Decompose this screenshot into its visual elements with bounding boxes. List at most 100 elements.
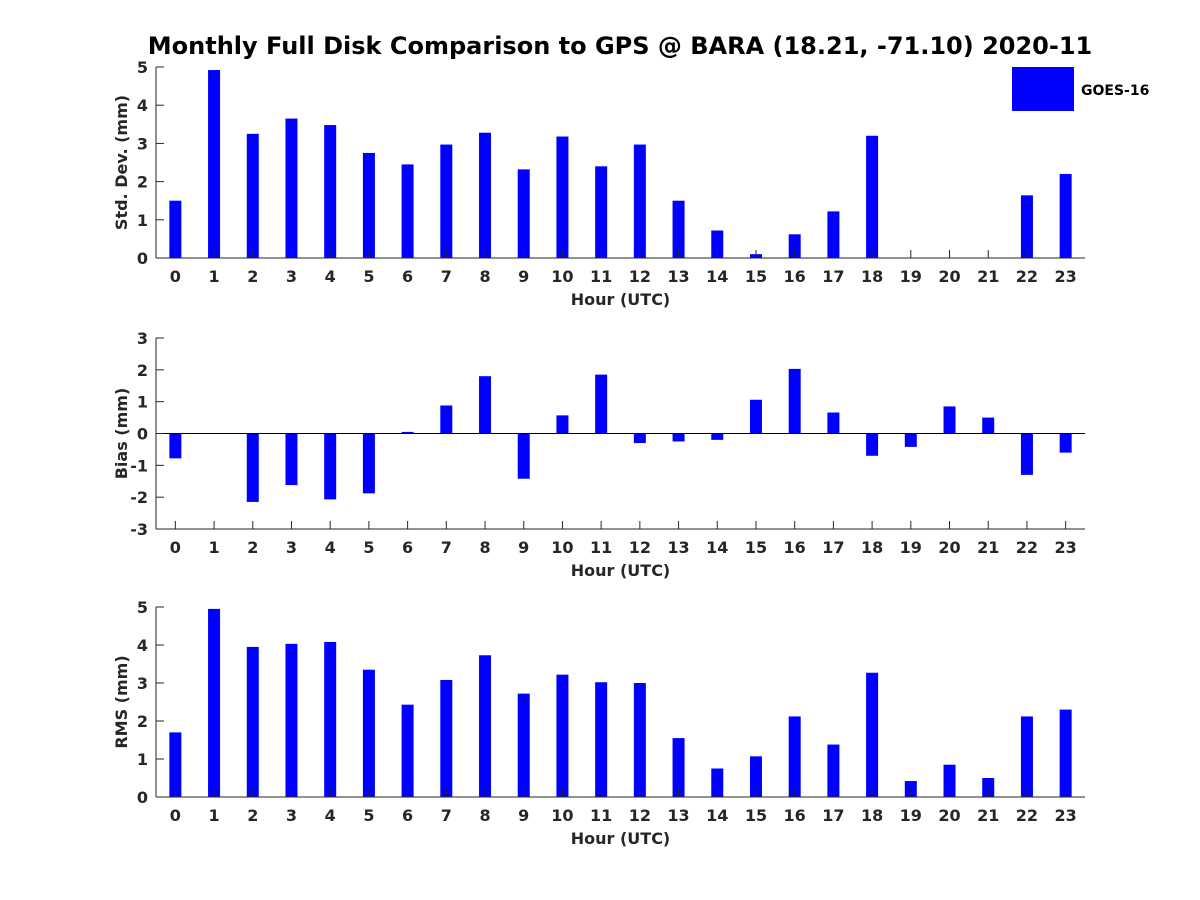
x-tick-label: 7 <box>441 806 452 825</box>
y-tick-label: -2 <box>130 488 148 507</box>
bar-13 <box>672 200 685 258</box>
bar-4 <box>324 125 337 258</box>
y-tick-label: 3 <box>137 674 148 693</box>
x-tick-label: 12 <box>629 806 651 825</box>
x-tick-label: 14 <box>706 267 728 286</box>
x-axis-label: Hour (UTC) <box>571 561 671 580</box>
bar-6 <box>401 431 414 434</box>
bar-0 <box>169 433 182 459</box>
bar-5 <box>362 669 375 797</box>
x-tick-label: 9 <box>518 806 529 825</box>
x-tick-label: 4 <box>325 538 336 557</box>
bar-4 <box>324 433 337 500</box>
bar-4 <box>324 641 337 797</box>
bar-13 <box>672 433 685 442</box>
bar-5 <box>362 433 375 494</box>
bar-10 <box>556 136 569 258</box>
bar-10 <box>556 674 569 797</box>
x-tick-label: 5 <box>363 267 374 286</box>
x-tick-label: 5 <box>363 538 374 557</box>
x-tick-label: 12 <box>629 267 651 286</box>
y-axis-label: RMS (mm) <box>112 655 131 748</box>
bar-17 <box>827 744 840 797</box>
x-tick-label: 8 <box>479 538 490 557</box>
bar-20 <box>943 764 956 797</box>
y-tick-label: -3 <box>130 520 148 539</box>
y-tick-label: 1 <box>137 750 148 769</box>
bar-14 <box>711 433 724 440</box>
x-tick-label: 19 <box>900 806 922 825</box>
x-tick-label: 10 <box>551 538 573 557</box>
y-tick-label: 1 <box>137 211 148 230</box>
x-tick-label: 9 <box>518 267 529 286</box>
x-tick-label: 21 <box>977 538 999 557</box>
bar-23 <box>1059 709 1072 797</box>
x-tick-label: 7 <box>441 538 452 557</box>
bar-9 <box>517 693 530 797</box>
bar-3 <box>285 118 298 258</box>
x-tick-label: 1 <box>208 267 219 286</box>
y-tick-label: 0 <box>137 788 148 807</box>
bar-17 <box>827 412 840 434</box>
x-tick-label: 20 <box>938 538 960 557</box>
x-tick-label: 6 <box>402 267 413 286</box>
bar-8 <box>479 655 492 797</box>
y-tick-label: 1 <box>137 393 148 412</box>
bar-6 <box>401 704 414 797</box>
bar-1 <box>208 70 221 258</box>
x-tick-label: 0 <box>170 806 181 825</box>
bar-21 <box>982 417 995 434</box>
x-tick-label: 16 <box>784 806 806 825</box>
bar-22 <box>1020 433 1033 475</box>
bar-17 <box>827 211 840 258</box>
bar-22 <box>1020 195 1033 258</box>
x-tick-label: 20 <box>938 806 960 825</box>
bar-3 <box>285 643 298 797</box>
x-tick-label: 17 <box>822 267 844 286</box>
bar-7 <box>440 405 453 434</box>
x-tick-label: 2 <box>247 538 258 557</box>
x-tick-label: 3 <box>286 806 297 825</box>
x-axis-label: Hour (UTC) <box>571 290 671 309</box>
x-tick-label: 2 <box>247 806 258 825</box>
bar-2 <box>246 433 259 502</box>
x-tick-label: 16 <box>784 267 806 286</box>
x-tick-label: 1 <box>208 806 219 825</box>
x-tick-label: 6 <box>402 806 413 825</box>
x-tick-label: 13 <box>667 806 689 825</box>
y-tick-label: 5 <box>137 598 148 617</box>
y-tick-label: 2 <box>137 173 148 192</box>
bar-15 <box>749 399 762 434</box>
x-tick-label: 18 <box>861 267 883 286</box>
y-tick-label: 2 <box>137 361 148 380</box>
legend-label: GOES-16 <box>1081 83 1149 99</box>
y-tick-label: 5 <box>137 58 148 77</box>
bar-9 <box>517 169 530 258</box>
bar-11 <box>595 374 608 434</box>
x-tick-label: 22 <box>1016 267 1038 286</box>
bar-0 <box>169 200 182 258</box>
bar-21 <box>982 778 995 797</box>
x-tick-label: 9 <box>518 538 529 557</box>
x-tick-label: 13 <box>667 267 689 286</box>
bar-12 <box>633 144 646 258</box>
x-tick-label: 13 <box>667 538 689 557</box>
x-tick-label: 19 <box>900 538 922 557</box>
y-tick-label: 3 <box>137 134 148 153</box>
x-tick-label: 2 <box>247 267 258 286</box>
bar-13 <box>672 738 685 797</box>
x-tick-label: 15 <box>745 806 767 825</box>
legend-swatch <box>1012 67 1074 111</box>
bar-5 <box>362 152 375 258</box>
bar-12 <box>633 683 646 797</box>
y-axis-label: Bias (mm) <box>112 388 131 480</box>
x-tick-label: 4 <box>325 267 336 286</box>
bar-16 <box>788 716 801 797</box>
x-tick-label: 22 <box>1016 806 1038 825</box>
y-tick-label: 4 <box>137 96 148 115</box>
x-tick-label: 22 <box>1016 538 1038 557</box>
